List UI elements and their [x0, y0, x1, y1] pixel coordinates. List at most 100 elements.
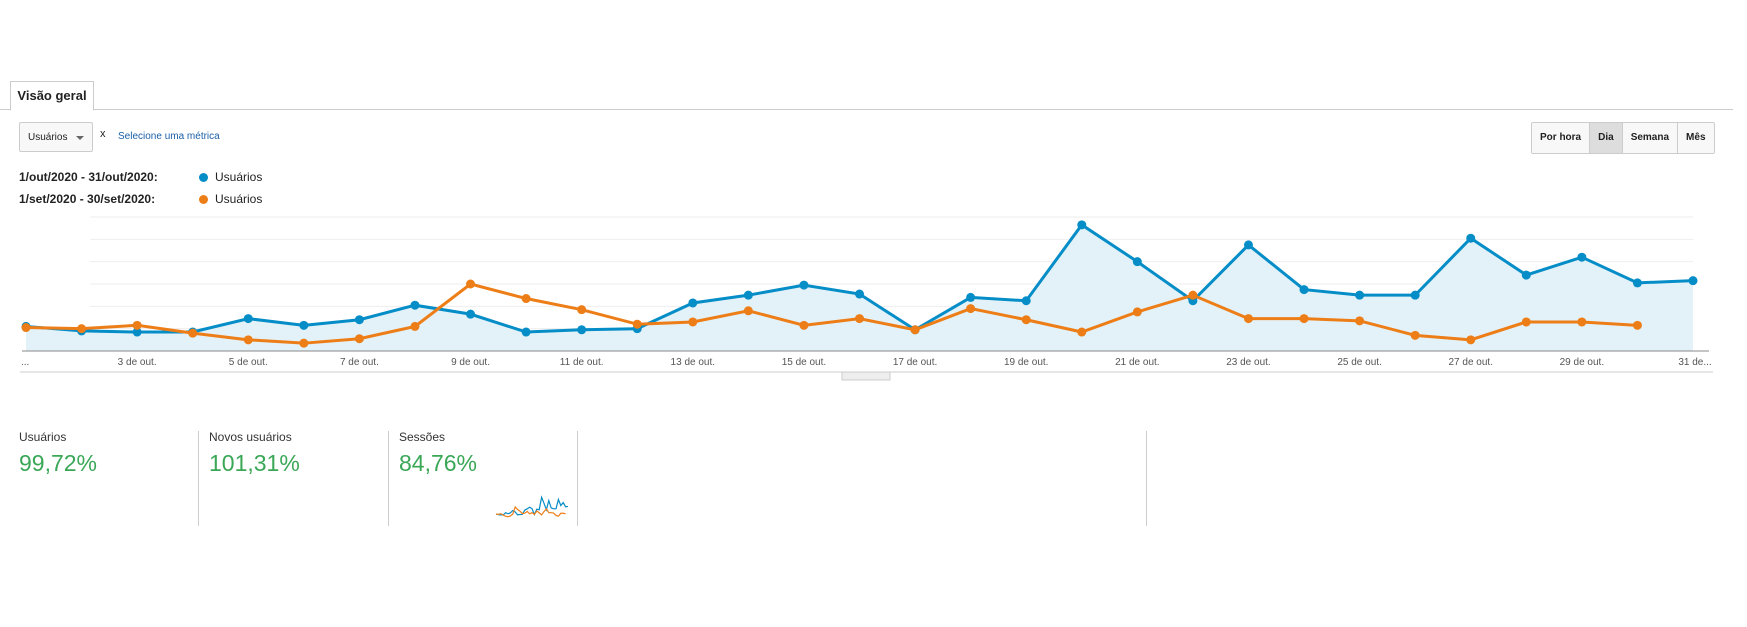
granularity-button[interactable]: Dia [1589, 123, 1622, 153]
legend-period: 1/set/2020 - 30/set/2020: [19, 192, 156, 206]
data-point [1021, 315, 1031, 325]
x-tick-label: 21 de out. [1115, 357, 1159, 368]
metric-dropdown[interactable]: Usuários [19, 122, 93, 152]
data-point [1299, 314, 1309, 324]
x-tick-label: 5 de out. [229, 357, 268, 368]
data-point [1521, 317, 1531, 327]
data-point [1410, 330, 1420, 340]
granularity-buttons: Por hora Dia Semana Mês [1531, 122, 1715, 154]
data-point [1188, 290, 1198, 300]
data-point [1632, 278, 1642, 288]
granularity-button[interactable]: Por hora [1532, 123, 1590, 153]
x-tick-label: 25 de out. [1337, 357, 1381, 368]
data-point [799, 280, 809, 290]
x-tick-label: 3 de out. [118, 357, 157, 368]
x-tick-label: 7 de out. [340, 357, 379, 368]
scorecard-value: 84,76% [399, 450, 478, 476]
x-tick-label: 27 de out. [1448, 357, 1492, 368]
data-point [1021, 296, 1031, 306]
scorecard-label: Novos usuários [209, 430, 292, 444]
data-point [77, 324, 87, 334]
data-point [577, 325, 587, 335]
x-tick-label: 15 de out. [782, 357, 826, 368]
data-point [743, 306, 753, 316]
data-point [577, 305, 587, 315]
x-tick-label: 17 de out. [893, 357, 937, 368]
data-point [799, 320, 809, 330]
data-point [1355, 290, 1365, 300]
legend-item: 1/out/2020 - 31/out/2020: Usuários [19, 170, 262, 184]
data-point [132, 327, 142, 337]
sparkline-series [495, 495, 569, 517]
scorecard-label: Usuários [19, 430, 67, 444]
granularity-button[interactable]: Mês [1677, 123, 1714, 153]
x-tick-label: 11 de out. [560, 357, 604, 368]
x-tick-label: 29 de out. [1560, 357, 1604, 368]
legend-label: Usuários [215, 170, 263, 184]
x-tick-label: ... [21, 357, 29, 368]
resize-handle [841, 371, 891, 381]
legend-dot [199, 172, 208, 182]
data-point [632, 319, 642, 329]
data-point [354, 315, 364, 325]
data-point [688, 298, 698, 308]
series-area [26, 224, 1693, 351]
scorecard-value: 101,31% [209, 450, 300, 476]
remove-metric[interactable]: x [100, 128, 106, 140]
data-point [1077, 220, 1087, 230]
separator [1146, 431, 1147, 526]
data-point [354, 334, 364, 344]
data-point [1688, 276, 1698, 286]
data-point [466, 279, 476, 289]
data-point [466, 309, 476, 319]
separator [577, 431, 578, 526]
data-point [132, 320, 142, 330]
data-point [1077, 327, 1087, 337]
data-point [688, 317, 698, 327]
data-point [1577, 317, 1587, 327]
data-point [1410, 290, 1420, 300]
x-tick-label: 23 de out. [1226, 357, 1270, 368]
data-point [1521, 270, 1531, 280]
x-tick-label: 9 de out. [451, 357, 490, 368]
legend-label: Usuários [215, 192, 263, 206]
data-point [299, 338, 309, 348]
separator [388, 431, 389, 526]
data-point [243, 335, 253, 345]
legend-period: 1/out/2020 - 31/out/2020: [19, 170, 158, 184]
sparkline-series [495, 505, 566, 518]
data-point [1577, 252, 1587, 262]
scorecard-label: Sessões [399, 430, 446, 444]
data-point [21, 323, 31, 333]
chart: ... 3 de out. 5 de out. 7 de out. 9 de out. 1… [20, 216, 1713, 381]
data-point [243, 314, 253, 324]
data-point [521, 327, 531, 337]
data-point [910, 325, 920, 335]
x-tick-label: 31 de... [1678, 357, 1711, 368]
scorecard-value: 99,72% [19, 450, 98, 476]
granularity-button[interactable]: Semana [1621, 123, 1678, 153]
legend-dot [199, 194, 208, 204]
tab-border [0, 109, 1733, 110]
data-point [299, 320, 309, 330]
data-point [855, 314, 864, 324]
data-point [1132, 257, 1142, 267]
data-point [743, 290, 753, 300]
series-line [25, 282, 1638, 345]
data-point [966, 292, 976, 302]
data-point [1466, 233, 1476, 243]
x-tick-label: 19 de out. [1004, 357, 1048, 368]
x-tick-label: 13 de out. [671, 357, 715, 368]
data-point [1466, 335, 1476, 345]
data-point [188, 328, 198, 338]
data-point [410, 300, 420, 310]
data-point [1132, 307, 1142, 317]
data-point [966, 304, 976, 314]
sparkline [495, 495, 569, 518]
tab[interactable]: Visão geral [10, 81, 94, 111]
data-point [1243, 314, 1253, 324]
data-point [1299, 285, 1309, 295]
data-point [855, 289, 864, 299]
add-metric-link[interactable]: Selecione uma métrica [118, 131, 220, 142]
